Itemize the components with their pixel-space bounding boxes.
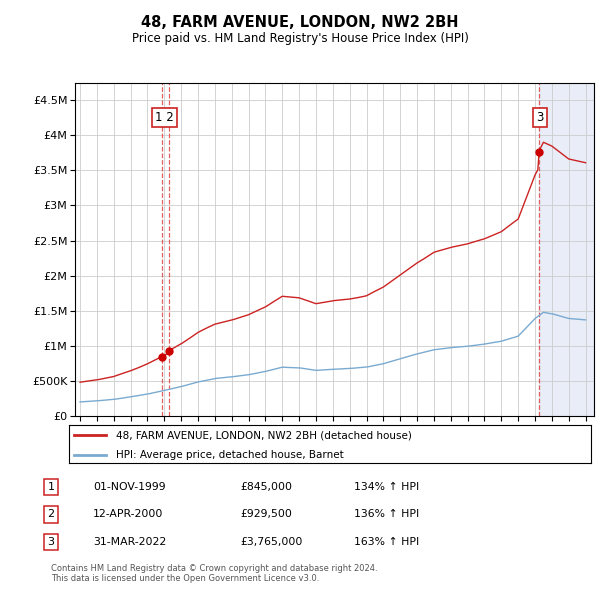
Text: 163% ↑ HPI: 163% ↑ HPI	[354, 537, 419, 547]
Text: HPI: Average price, detached house, Barnet: HPI: Average price, detached house, Barn…	[116, 450, 344, 460]
Text: 01-NOV-1999: 01-NOV-1999	[93, 482, 166, 491]
Text: 136% ↑ HPI: 136% ↑ HPI	[354, 510, 419, 519]
Text: £845,000: £845,000	[240, 482, 292, 491]
Bar	[539, 83, 594, 416]
Text: 1 2: 1 2	[155, 111, 173, 124]
Text: £3,765,000: £3,765,000	[240, 537, 302, 547]
Text: 48, FARM AVENUE, LONDON, NW2 2BH (detached house): 48, FARM AVENUE, LONDON, NW2 2BH (detach…	[116, 430, 412, 440]
Text: Price paid vs. HM Land Registry's House Price Index (HPI): Price paid vs. HM Land Registry's House …	[131, 32, 469, 45]
Text: 3: 3	[536, 111, 544, 124]
Text: Contains HM Land Registry data © Crown copyright and database right 2024.
This d: Contains HM Land Registry data © Crown c…	[51, 563, 377, 583]
Text: 1: 1	[47, 482, 55, 491]
Text: 2: 2	[47, 510, 55, 519]
Text: 48, FARM AVENUE, LONDON, NW2 2BH: 48, FARM AVENUE, LONDON, NW2 2BH	[141, 15, 459, 30]
Text: 12-APR-2000: 12-APR-2000	[93, 510, 163, 519]
Text: 31-MAR-2022: 31-MAR-2022	[93, 537, 166, 547]
Text: 3: 3	[47, 537, 55, 547]
Text: £929,500: £929,500	[240, 510, 292, 519]
Text: 134% ↑ HPI: 134% ↑ HPI	[354, 482, 419, 491]
